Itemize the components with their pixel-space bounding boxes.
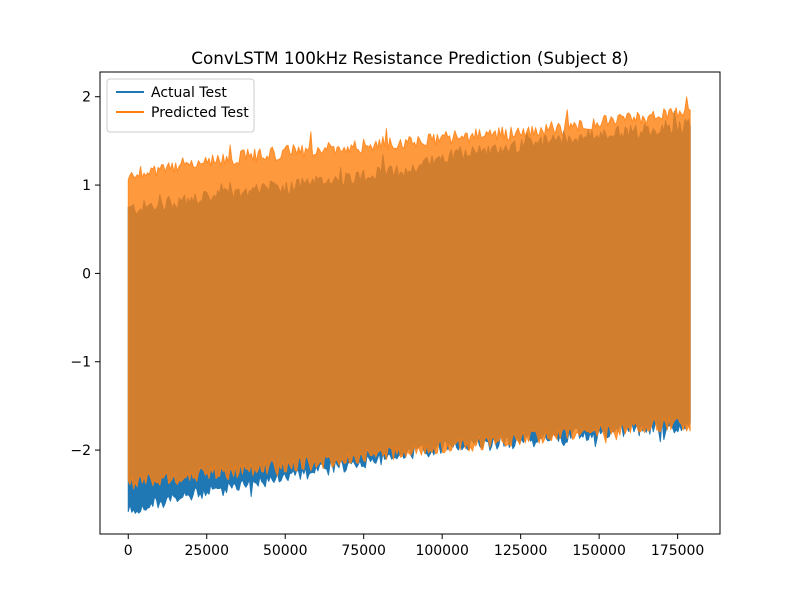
legend-label-predicted-test: Predicted Test bbox=[151, 105, 249, 121]
chart-title: ConvLSTM 100kHz Resistance Prediction (S… bbox=[191, 48, 628, 68]
y-tick-label: 0 bbox=[82, 266, 91, 282]
y-tick-label: −1 bbox=[70, 355, 91, 371]
y-tick-label: −2 bbox=[70, 443, 91, 459]
x-tick-label: 25000 bbox=[184, 543, 229, 559]
x-tick-label: 175000 bbox=[651, 543, 704, 559]
legend: Actual Test Predicted Test bbox=[106, 78, 255, 133]
x-tick-label: 0 bbox=[124, 543, 133, 559]
y-tick-label: 1 bbox=[82, 178, 91, 194]
series-group bbox=[127, 96, 691, 514]
y-tick-label: 2 bbox=[82, 90, 91, 106]
x-tick-label: 100000 bbox=[415, 543, 468, 559]
x-tick-label: 75000 bbox=[341, 543, 386, 559]
axes-frame bbox=[99, 71, 721, 535]
x-tick-label: 150000 bbox=[572, 543, 625, 559]
series-predicted-test-band bbox=[127, 96, 691, 490]
x-tick-label: 50000 bbox=[263, 543, 308, 559]
x-tick-label: 125000 bbox=[494, 543, 547, 559]
legend-label-actual-test: Actual Test bbox=[151, 85, 227, 101]
plot-area bbox=[127, 96, 691, 514]
axes: 0 25000 50000 75000 100000 125000 150000 175000… bbox=[70, 71, 721, 559]
